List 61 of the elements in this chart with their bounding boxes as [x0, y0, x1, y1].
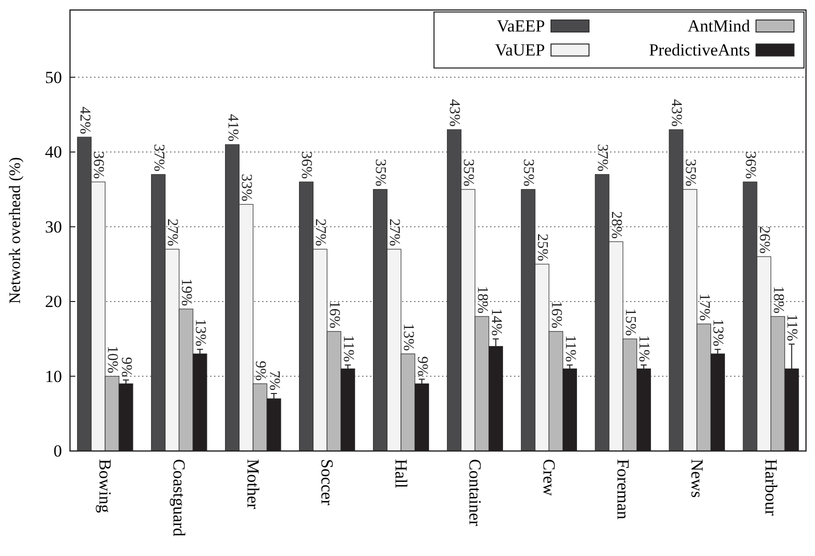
data-label: 28% [608, 211, 624, 239]
data-label: 9% [252, 360, 268, 381]
data-label: 11% [636, 335, 652, 362]
data-label: 36% [742, 151, 758, 179]
y-tick-label: 30 [45, 217, 62, 236]
data-label: 17% [696, 293, 712, 321]
y-axis-title: Network overhead (%) [7, 157, 24, 304]
data-label: 16% [326, 300, 342, 328]
x-tick-label: Mother [244, 459, 263, 510]
data-label: 13% [192, 318, 208, 346]
x-tick-label: Bowing [96, 459, 115, 514]
y-tick-label: 50 [45, 68, 62, 87]
x-tick-label: Foreman [613, 459, 632, 520]
data-label: 36% [298, 151, 314, 179]
data-label: 43% [668, 99, 684, 127]
y-tick-label: 0 [54, 442, 62, 460]
data-label: 33% [238, 174, 254, 202]
legend-label: AntMind [688, 16, 750, 36]
data-label: 9% [118, 356, 134, 377]
data-label: 11% [784, 314, 800, 342]
data-label: 41% [224, 114, 240, 142]
data-label: 18% [474, 286, 490, 314]
data-label: 19% [178, 278, 194, 306]
data-label: 13% [710, 318, 726, 346]
data-label: 37% [594, 144, 610, 172]
data-label: 26% [756, 226, 772, 254]
data-label: 9% [414, 356, 430, 376]
x-tick-label: Hall [392, 459, 411, 489]
data-label: 27% [164, 218, 180, 246]
data-label: 27% [386, 218, 402, 246]
data-label: 16% [548, 300, 564, 328]
data-label: 14% [488, 308, 504, 336]
legend-label: VaEEP [496, 16, 545, 36]
data-label: 35% [460, 158, 476, 186]
x-tick-label: Coastguard [170, 459, 189, 537]
data-label: 11% [340, 335, 356, 362]
data-label: 37% [150, 144, 166, 172]
data-label: 11% [562, 335, 578, 362]
data-label: 36% [90, 151, 106, 179]
data-label: 35% [520, 158, 536, 186]
data-label: 43% [446, 99, 462, 127]
data-label: 13% [400, 323, 416, 351]
legend-label: VaUEP [494, 40, 545, 60]
y-tick-label: 10 [45, 366, 62, 386]
data-label: 27% [312, 218, 328, 246]
y-tick-label: 20 [45, 292, 62, 312]
legend-label: PredictiveAnts [648, 40, 750, 60]
data-label: 18% [770, 286, 786, 314]
x-tick-label: Harbour [761, 459, 780, 516]
data-label: 42% [76, 106, 92, 134]
data-label: 25% [534, 234, 550, 262]
x-tick-label: Container [465, 459, 484, 526]
data-label: 10% [104, 346, 120, 374]
data-label: 15% [622, 308, 638, 336]
y-tick-label: 40 [45, 142, 62, 162]
x-tick-label: News [687, 459, 706, 498]
x-tick-label: Soccer [318, 459, 337, 506]
data-label: 35% [682, 158, 698, 186]
x-tick-label: Crew [539, 459, 558, 497]
data-label: 7% [266, 370, 282, 390]
data-label: 35% [372, 158, 388, 186]
